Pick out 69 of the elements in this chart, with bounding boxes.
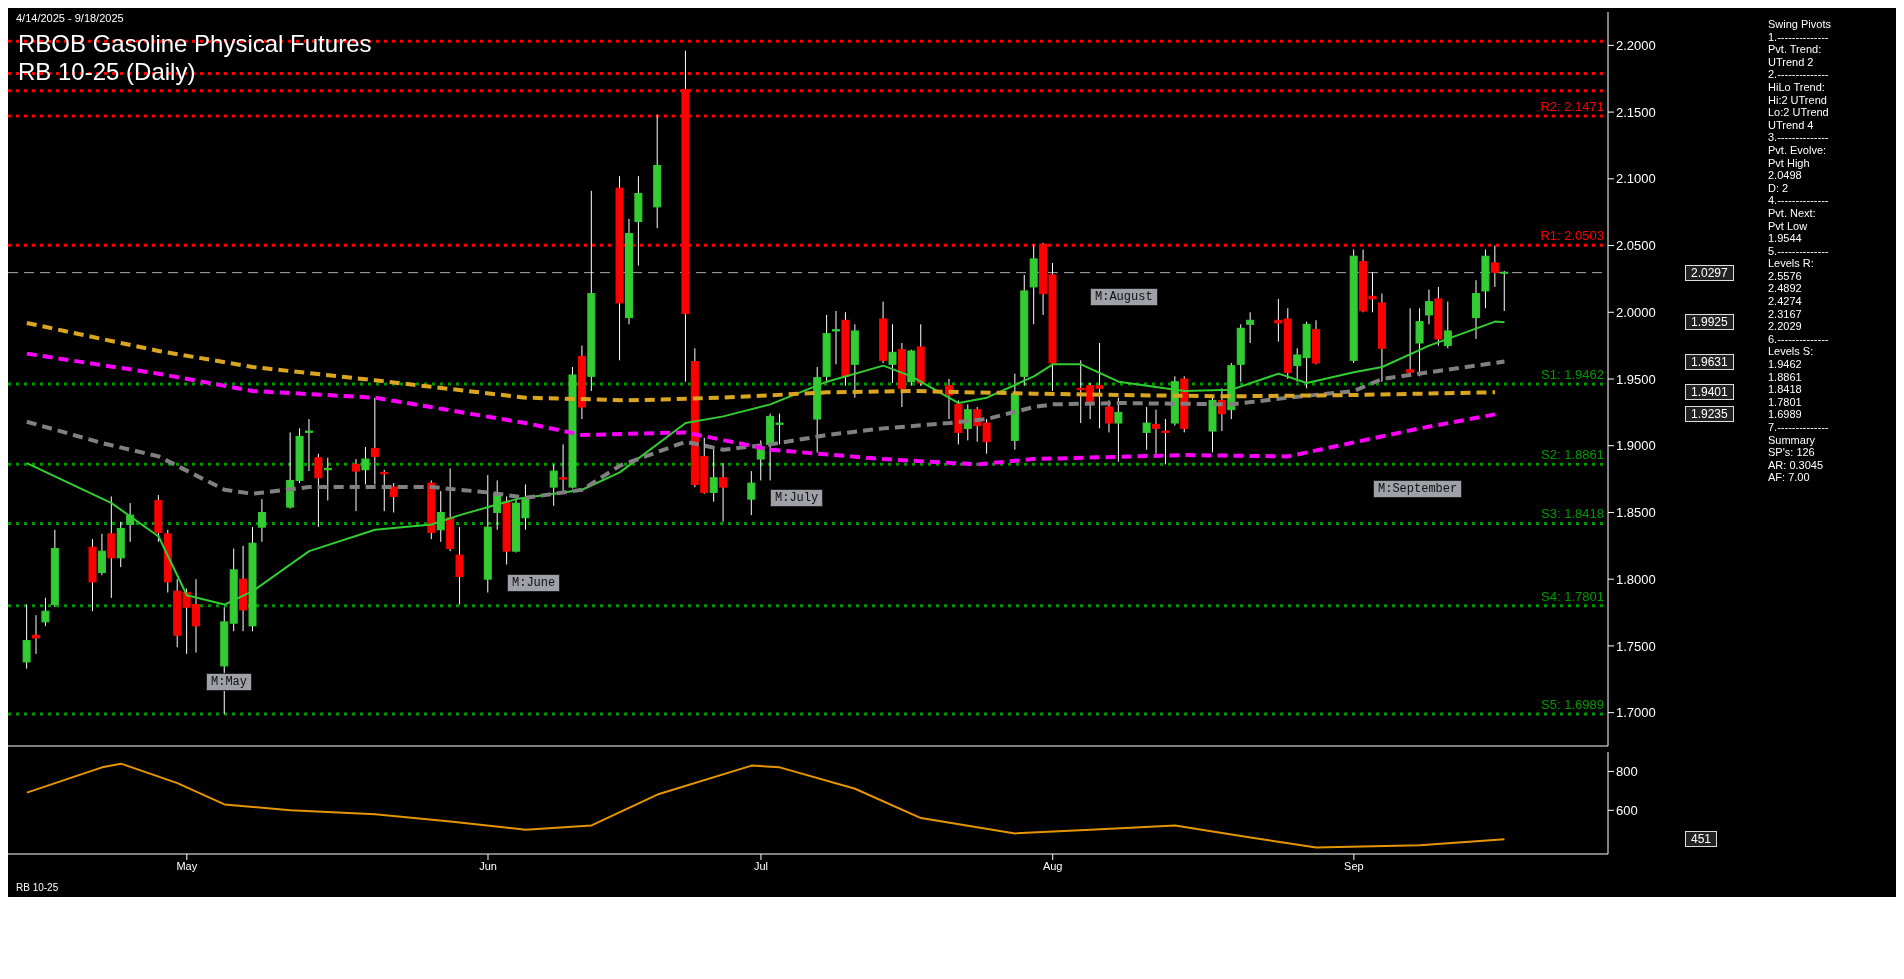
text: 451 (1685, 831, 1718, 847)
candlestick (1114, 397, 1123, 463)
y-tick-label: 800 (1616, 764, 1638, 780)
annotation: M:May (206, 673, 253, 691)
candlestick (304, 418, 313, 472)
candlestick (1161, 418, 1170, 465)
text: RB 10-25 (15, 881, 60, 895)
candlestick (1424, 289, 1433, 325)
annotation: 4/14/2025 - 9/18/2025 (16, 12, 124, 24)
ref-line-label: S1: 1.9462 (1541, 367, 1604, 383)
line-series (24, 351, 1498, 467)
x-tick-label: Sep (1344, 859, 1364, 872)
annotation: M:August (1090, 288, 1158, 306)
y-tick-label: 2.0000 (1616, 304, 1656, 320)
x-tick-label: May (176, 859, 198, 872)
candlestick (1104, 399, 1113, 433)
x-tick-label: Jun (479, 859, 497, 872)
candlestick (747, 470, 756, 516)
candlestick (361, 446, 370, 485)
candlestick (1142, 406, 1151, 451)
y-tick-label: 1.7000 (1616, 705, 1656, 721)
text: Swing Pivots 1.-------------- Pvt. Trend: UTrend 2 2.-------------- HiLo Trend: Hi:2 UTrend Lo:2 UTrend UTrend 4 3.-------------- Pvt. Evolve: Pvt High 2.0498 D: 2 4.-------------- Pvt. Next: Pvt Low 1.9544 5.-------------- Levels R: 2.5576 2.4892 2.4274 2.3167 2.2029 6.-------------- Levels S: 1.9462 1.8861 1.8418 1.7801 1.6989 7.-------------- Summary SP's: 126 AR: 0.3045 AF: 7.00 (1768, 18, 1831, 484)
y-tick-label: 600 (1616, 802, 1638, 818)
line-series (25, 762, 1506, 849)
candlestick (1246, 311, 1255, 344)
text: 1.9925 (1685, 314, 1734, 330)
y-tick-label: 1.8000 (1616, 571, 1656, 587)
candlestick (888, 323, 897, 384)
ref-line-label: R2: 2.1471 (1540, 98, 1604, 114)
ref-line-label: R1: 2.0503 (1540, 228, 1604, 244)
y-tick-label: 2.1500 (1616, 104, 1656, 120)
ref-line-label: S4: 1.7801 (1541, 588, 1604, 604)
y-tick-label: 2.0500 (1616, 238, 1656, 254)
candlestick (455, 526, 464, 606)
candlestick (97, 533, 106, 576)
annotation: M:June (507, 574, 561, 592)
x-tick-label: Jul (753, 859, 768, 872)
candlestick (370, 397, 379, 485)
text: 1.9235 (1685, 406, 1734, 422)
y-tick-label: 1.9000 (1616, 438, 1656, 454)
text: 1.9401 (1685, 384, 1734, 400)
candlestick (832, 310, 841, 365)
text: RBOB Gasoline Physical Futures (18, 30, 372, 58)
ref-line-label: S2: 1.8861 (1541, 447, 1604, 463)
candlestick (1152, 409, 1161, 455)
candlestick (32, 614, 41, 655)
line-series (24, 320, 1498, 403)
candlestick (352, 458, 361, 512)
candlestick (1500, 270, 1509, 312)
text: 2.0297 (1685, 265, 1734, 281)
annotation: M:July (770, 489, 824, 507)
y-tick-label: 2.2000 (1616, 37, 1656, 53)
ref-line-label: S3: 1.8418 (1541, 506, 1604, 522)
y-tick-label: 1.9500 (1616, 371, 1656, 387)
candlestick (41, 597, 50, 627)
candlestick (549, 463, 558, 507)
text: 1.9631 (1685, 354, 1734, 370)
candlestick (719, 462, 728, 523)
x-tick-label: Aug (1042, 859, 1063, 872)
annotation: M:September (1373, 480, 1463, 498)
candlestick (314, 453, 323, 528)
candlestick (22, 604, 31, 670)
y-tick-label: 1.8500 (1616, 505, 1656, 521)
ref-line-label: S5: 1.6989 (1541, 697, 1604, 713)
y-tick-label: 2.1000 (1616, 171, 1656, 187)
candlestick (257, 498, 266, 543)
candlestick (389, 482, 398, 513)
text: RB 10-25 (Daily) (18, 58, 197, 86)
y-tick-label: 1.7500 (1616, 638, 1656, 654)
